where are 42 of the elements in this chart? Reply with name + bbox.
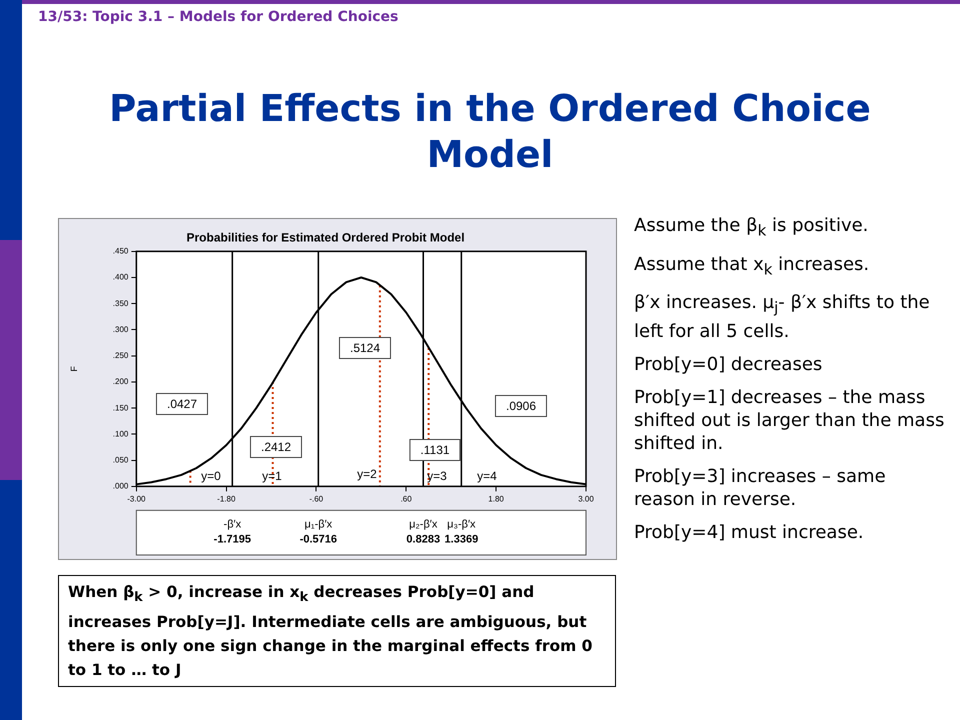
annotation: y=0 bbox=[201, 469, 221, 483]
annotation: y=4 bbox=[477, 469, 497, 483]
y-tick-label: .400 bbox=[112, 272, 129, 282]
x-tick-label: 3.00 bbox=[578, 494, 594, 504]
text: Prob[y=0] decreases bbox=[634, 352, 824, 376]
text: Assume that x$_{k}$ increases. bbox=[634, 252, 870, 280]
annotation: y=1 bbox=[262, 469, 282, 483]
y-tick-label: .100 bbox=[112, 429, 129, 438]
x-tick-label: 1.80 bbox=[488, 494, 504, 504]
text: Prob[y=3] increases – same reason in reverse. bbox=[634, 464, 887, 511]
text: μ₁-β′x -0.5716 bbox=[300, 518, 338, 546]
y-axis-title: F bbox=[68, 366, 79, 372]
annotation: y=3 bbox=[427, 469, 447, 483]
text: Prob[y=1] decreases – the mass shifted out is larger than the mass shifted in. bbox=[634, 386, 946, 455]
annotation: .2412 bbox=[250, 436, 302, 458]
y-tick-label: .200 bbox=[112, 377, 129, 386]
annotation: .1131 bbox=[409, 439, 461, 461]
y-tick-label: .250 bbox=[112, 351, 129, 360]
y-tick-label: .450 bbox=[112, 246, 129, 256]
annotation: .0427 bbox=[156, 393, 208, 415]
text: Assume the β$_{k}$ is positive. bbox=[634, 214, 870, 242]
y-tick-label: .150 bbox=[112, 403, 129, 412]
text: When β$_{k}$ > 0, increase in x$_{k}$ decreases Prob[y=0] and increases Prob[y=J]. Intermediate cells are ambiguous, but there is only one sign change in the marginal effects from 0 to 1 to … to J bbox=[58, 575, 616, 688]
text: β′x increases. μ$_{j}$- β′x shifts to the left for all 5 cells. bbox=[634, 291, 931, 343]
text: μ₂-β′x 0.8283 bbox=[406, 518, 440, 546]
y-tick-label: .300 bbox=[112, 324, 129, 334]
text: -β′x -1.7195 bbox=[214, 518, 251, 546]
y-tick-label: .350 bbox=[112, 298, 129, 308]
x-tick-label: -3.00 bbox=[127, 494, 146, 504]
y-tick-label: .050 bbox=[112, 455, 129, 464]
text: 13/53: Topic 3.1 – Models for Ordered Choices bbox=[38, 9, 398, 25]
annotation: y=2 bbox=[357, 467, 377, 481]
x-tick-label: -1.80 bbox=[217, 494, 236, 504]
annotation: .5124 bbox=[338, 337, 392, 359]
chart-title: Partial Effects in the Ordered Choice Model bbox=[108, 86, 872, 178]
x-tick-label: .60 bbox=[400, 494, 412, 504]
y-tick-label: .000 bbox=[112, 482, 129, 491]
text: Prob[y=4] must increase. bbox=[634, 520, 865, 544]
annotation: .0906 bbox=[494, 395, 548, 417]
x-tick-label: -.60 bbox=[309, 494, 324, 504]
chart-subtitle: Probabilities for Estimated Ordered Probit Model bbox=[186, 230, 465, 245]
text: μ₃-β′x 1.3369 bbox=[444, 518, 478, 546]
